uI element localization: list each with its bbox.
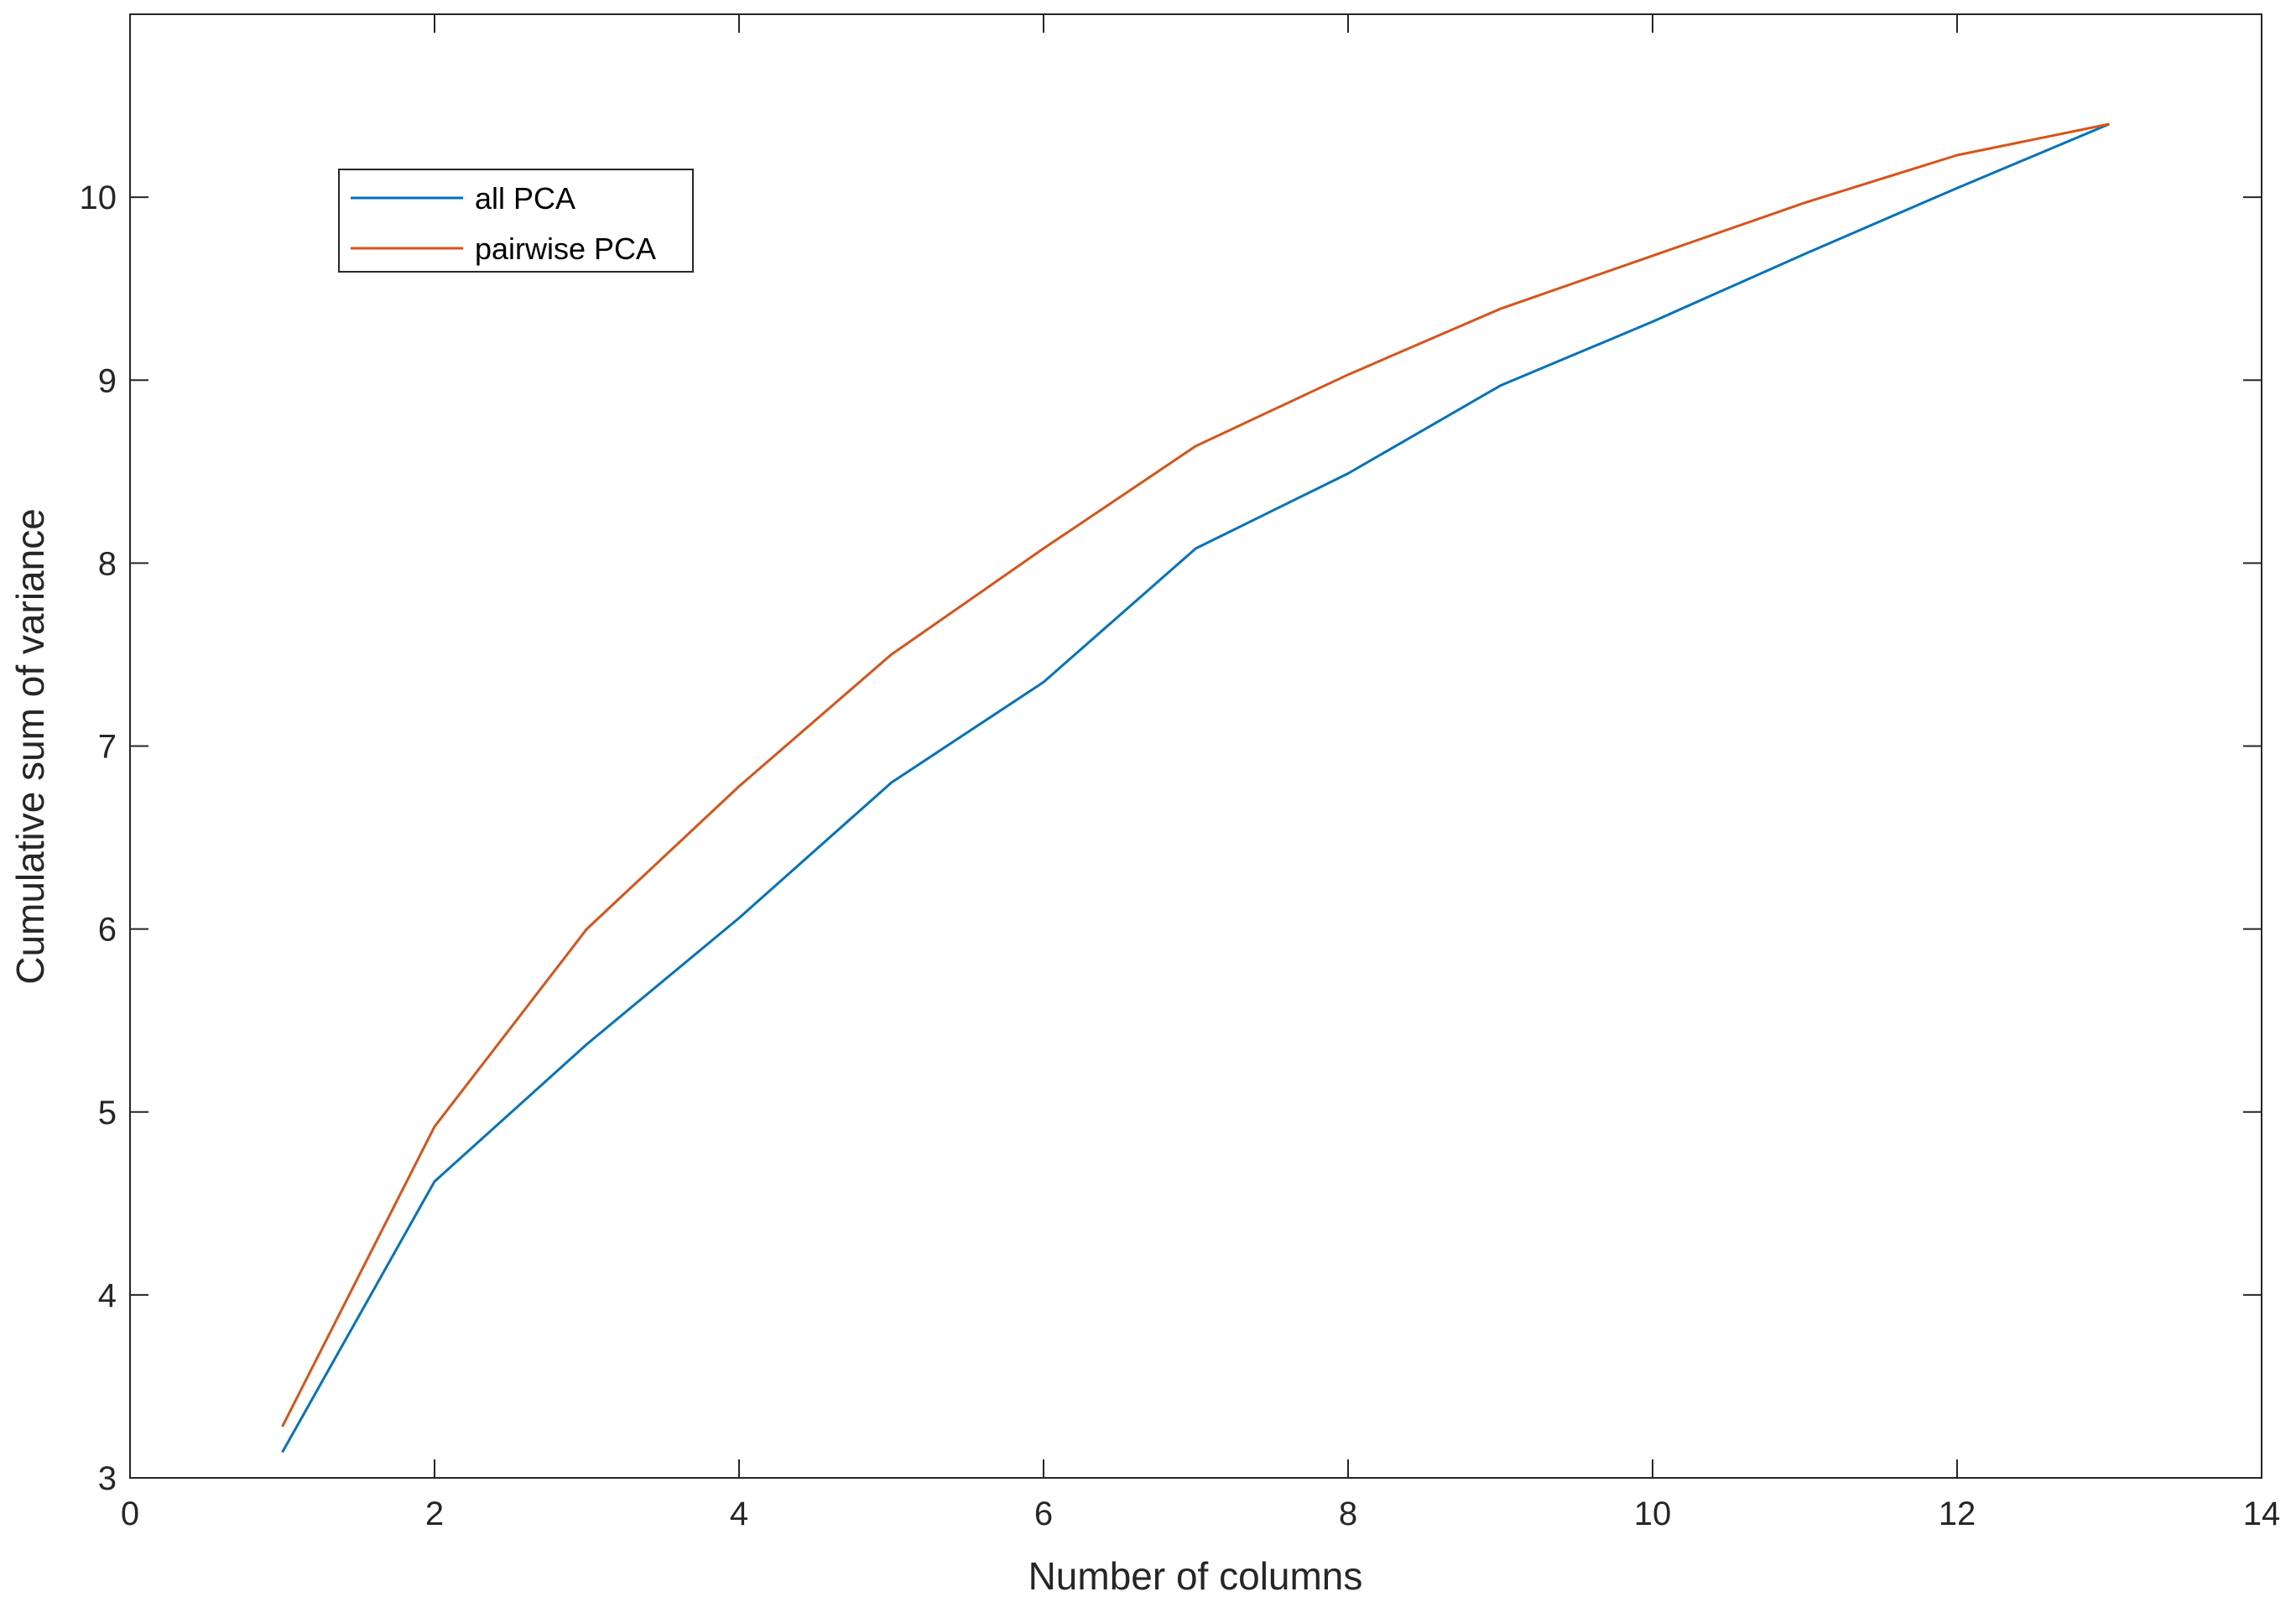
- y-tick-label: 9: [98, 362, 117, 399]
- y-tick-label: 7: [98, 729, 117, 766]
- x-tick-label: 2: [425, 1495, 444, 1532]
- legend-label-all-pca: all PCA: [475, 181, 575, 216]
- legend-box: [338, 169, 694, 273]
- x-tick-label: 4: [730, 1495, 748, 1532]
- x-tick-label: 14: [2243, 1495, 2281, 1532]
- y-tick-label: 8: [98, 545, 117, 582]
- y-tick-label: 5: [98, 1095, 117, 1131]
- y-axis-label: Cumulative sum of variance: [8, 508, 52, 985]
- series-line-pairwise-pca: [281, 122, 2110, 1428]
- legend-label-pairwise-pca: pairwise PCA: [475, 231, 656, 266]
- series-line-all-pca: [281, 122, 2111, 1454]
- x-tick-label: 8: [1339, 1495, 1357, 1532]
- x-tick-label: 10: [1634, 1495, 1672, 1532]
- ticks-layer: 0 2 4 6 8 10 12 14 3 4 5 6 7 8 9 10: [80, 14, 2281, 1532]
- x-tick-label: 0: [121, 1495, 139, 1532]
- legend: all PCA pairwise PCA: [338, 169, 694, 273]
- x-axis-label: Number of columns: [1028, 1554, 1363, 1598]
- series-layer: [281, 122, 2111, 1454]
- x-tick-label: 12: [1939, 1495, 1976, 1532]
- y-tick-label: 6: [98, 912, 117, 949]
- y-tick-label: 10: [80, 179, 117, 216]
- y-tick-label: 4: [98, 1277, 117, 1314]
- x-tick-label: 6: [1034, 1495, 1053, 1532]
- y-tick-label: 3: [98, 1460, 117, 1497]
